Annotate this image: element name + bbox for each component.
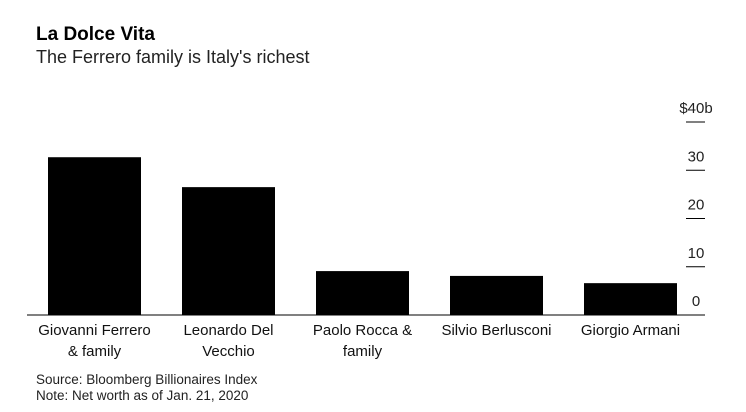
x-tick-label: Giorgio Armani bbox=[580, 322, 681, 339]
bar bbox=[584, 283, 677, 315]
source-note: Source: Bloomberg Billionaires Index bbox=[36, 372, 258, 387]
footnote: Note: Net worth as of Jan. 21, 2020 bbox=[36, 388, 249, 403]
x-tick-label: Paolo Rocca & family bbox=[312, 322, 413, 360]
bar bbox=[182, 187, 275, 315]
bar bbox=[450, 275, 543, 315]
y-tick-label: 0 bbox=[692, 293, 700, 310]
chart-title: La Dolce Vita bbox=[36, 24, 155, 45]
chart-subtitle: The Ferrero family is Italy's richest bbox=[36, 47, 310, 67]
x-tick-label: Giovanni Ferrero & family bbox=[38, 322, 151, 360]
x-tick-label: Leonardo Del Vecchio bbox=[183, 322, 274, 360]
bar bbox=[316, 271, 409, 315]
x-tick-label: Silvio Berlusconi bbox=[441, 322, 552, 339]
y-tick-label: 30 bbox=[688, 148, 705, 165]
y-tick-label: $40b bbox=[679, 100, 712, 117]
y-tick-label: 10 bbox=[688, 245, 705, 262]
bar bbox=[48, 157, 141, 315]
y-tick-label: 20 bbox=[688, 197, 705, 214]
